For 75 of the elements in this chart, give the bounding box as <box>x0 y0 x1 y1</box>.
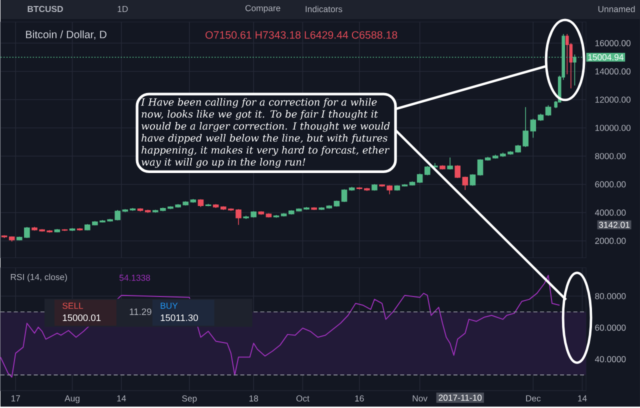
candlestick <box>137 208 144 212</box>
candlestick <box>198 198 204 208</box>
annotation: 11.29 <box>130 308 152 316</box>
y-tick-label: 4000.00 <box>594 210 626 216</box>
y-tick-label: 40.0000 <box>594 356 626 362</box>
y-tick-label: 10000.00 <box>595 124 631 132</box>
text: RSI (14, close) <box>10 274 67 282</box>
candlestick <box>318 207 324 211</box>
y-tick-label: 12000.00 <box>595 96 631 103</box>
text: Bitcoin / Dollar, D <box>26 30 106 40</box>
y-tick-label: 16000.00 <box>595 40 631 46</box>
candlestick <box>8 236 15 242</box>
candlestick <box>470 174 476 186</box>
x-tick-label: 14 <box>117 396 126 402</box>
candlestick <box>447 157 453 170</box>
text: 1D <box>118 6 128 12</box>
y-tick-label: 2000.00 <box>595 238 626 244</box>
candlestick <box>130 208 136 212</box>
line-series <box>0 275 560 378</box>
candlestick <box>212 204 219 209</box>
text: Unnamed <box>598 6 635 12</box>
x-tick-label: 18 <box>249 396 258 402</box>
candlestick <box>530 118 536 138</box>
candlestick <box>122 208 128 213</box>
text: 2017-11-10 <box>438 394 482 401</box>
candlestick <box>311 207 317 211</box>
candlestick <box>326 205 332 210</box>
x-tick-label: Nov <box>412 396 428 402</box>
x-tick-label: 14 <box>578 396 587 402</box>
candlestick <box>440 165 446 170</box>
candlestick <box>258 210 264 216</box>
candlestick <box>1 234 8 239</box>
y-tick-label: 14000.00 <box>595 68 631 75</box>
candlestick <box>538 114 544 122</box>
candlestick <box>266 213 272 218</box>
ref-line-label: 15004.94 <box>588 54 624 60</box>
annotation: BUY <box>160 302 178 309</box>
candlestick <box>205 204 212 207</box>
candlestick <box>394 184 400 192</box>
annotation: 15011.30 <box>160 314 198 322</box>
x-tick-label: Oct <box>296 396 310 402</box>
text: Indicators <box>306 6 342 12</box>
candlestick <box>545 105 552 116</box>
y-tick-label: 60.0000 <box>595 324 626 331</box>
candlestick <box>416 173 423 184</box>
candlestick <box>477 158 484 176</box>
y-tick-label: 80.0000 <box>595 293 626 300</box>
candlestick <box>462 176 468 191</box>
candlestick <box>402 184 408 188</box>
x-tick-label: Sep <box>182 396 197 404</box>
text: BTCUSD <box>28 6 63 12</box>
annotation: SELL <box>62 302 84 309</box>
y-tick-label: 6000.00 <box>595 181 626 188</box>
candlestick <box>409 181 416 186</box>
candlestick <box>144 210 151 214</box>
y-tick-label: 8000.00 <box>595 153 626 160</box>
candlestick <box>424 166 430 176</box>
x-tick-label: Dec <box>526 396 541 402</box>
candlestick <box>280 212 287 218</box>
annotation: 15000.01 <box>62 314 101 322</box>
candlestick <box>348 186 355 192</box>
annotation: I Have been calling for a correction for a while now, looks like we got it. To be fair I thought it would be a larger correction. I thought we would have dipped well below the line, but with futures happening, it makes it very hard to forcast, ether way it will go up in the long run! <box>140 98 390 168</box>
x-tick-label: 16 <box>355 396 364 402</box>
candlestick <box>190 198 196 204</box>
text: Compare <box>245 5 280 14</box>
text: 3142.01 <box>598 222 630 228</box>
candlestick <box>334 200 340 208</box>
candlestick <box>454 165 460 179</box>
candlestick <box>372 184 378 192</box>
candlestick <box>341 189 348 203</box>
x-tick-label: 17 <box>11 396 20 402</box>
annotation: 54.1338 <box>119 274 150 281</box>
x-tick-label: Aug <box>64 396 80 404</box>
text: O7150.61 H7343.18 L6429.44 C6588.18 <box>206 31 398 39</box>
candlestick <box>484 156 491 162</box>
